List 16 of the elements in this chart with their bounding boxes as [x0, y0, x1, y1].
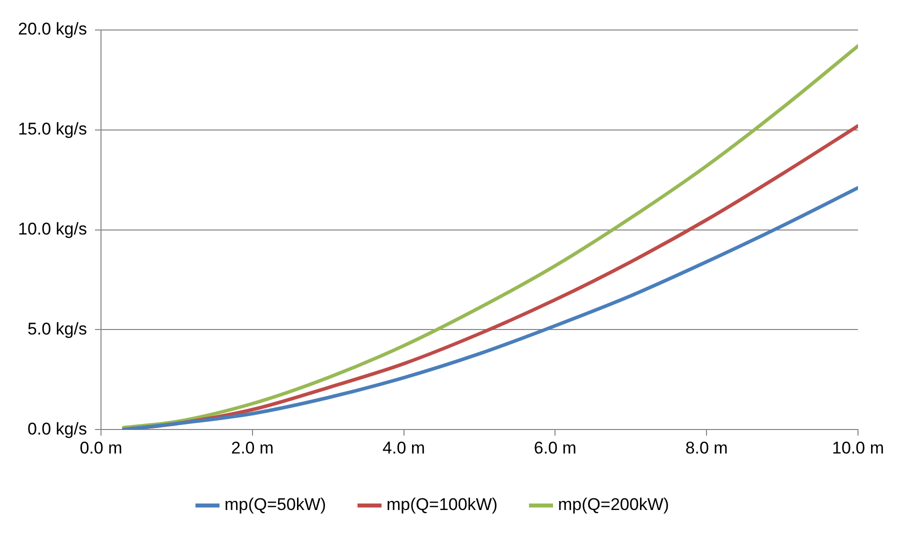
y-tick-label: 20.0 kg/s: [18, 20, 87, 39]
line-series: [122, 44, 858, 430]
y-tick-label: 0.0 kg/s: [27, 419, 87, 438]
y-tick-label: 15.0 kg/s: [18, 120, 87, 139]
legend-label: mp(Q=200kW): [558, 495, 670, 514]
y-tick-label: 5.0 kg/s: [27, 319, 87, 338]
x-tick-label: 4.0 m: [382, 438, 426, 458]
line-series: [122, 186, 858, 430]
x-tick-label: 0.0 m: [80, 438, 122, 458]
legend-label: mp(Q=100kW): [386, 495, 498, 514]
x-tick-label: 6.0 m: [534, 438, 576, 458]
legend-label: mp(Q=50kW): [224, 495, 326, 514]
x-tick-label: 8.0 m: [685, 438, 728, 458]
x-tick-label: 2.0 m: [231, 438, 274, 458]
y-tick-label: 10.0 kg/s: [18, 219, 87, 238]
x-tick-label: 10.0 m: [832, 438, 884, 458]
